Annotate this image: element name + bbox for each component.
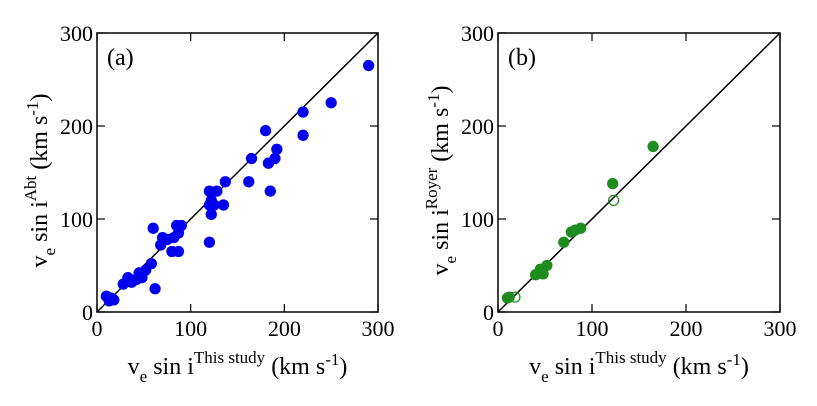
data-point <box>203 236 216 248</box>
data-point <box>205 208 217 221</box>
label-part: v <box>529 354 541 380</box>
data-point <box>607 178 619 190</box>
label-part: Abt <box>21 175 40 201</box>
label-part: This study <box>595 348 667 367</box>
y-tick-label: 100 <box>461 207 494 232</box>
data-point <box>325 97 337 109</box>
data-point <box>147 222 159 234</box>
data-point <box>145 257 157 270</box>
data-point <box>647 140 659 153</box>
data-point <box>243 176 255 188</box>
label-part: e <box>140 367 148 386</box>
x-tick-label: 0 <box>493 316 504 341</box>
y-tick-label: 100 <box>60 207 93 232</box>
x-axis-label: ve sin iThis study (km s-1) <box>128 348 348 386</box>
label-part: e <box>541 367 549 386</box>
data-point <box>149 283 161 295</box>
label-part: -1 <box>424 94 443 108</box>
y-axis-label: ve sin iAbt (km s-1) <box>21 94 59 268</box>
label-part: v <box>128 354 140 380</box>
data-point <box>575 222 587 234</box>
label-part: sin i <box>549 354 596 380</box>
label-part: v <box>27 255 53 267</box>
x-tick-label: 300 <box>764 316 797 341</box>
plot-frame <box>497 32 781 313</box>
data-point <box>108 294 120 306</box>
label-part: (km s <box>667 354 727 380</box>
label-part: -1 <box>727 350 741 369</box>
panel-label: (a) <box>107 45 134 71</box>
y-tick-label: 300 <box>60 21 93 46</box>
data-point <box>175 219 187 232</box>
data-point <box>297 129 309 141</box>
x-axis-label: ve sin iThis study (km s-1) <box>529 348 749 386</box>
panel-label: (b) <box>508 45 536 71</box>
data-point <box>264 185 276 197</box>
y-tick-label: 0 <box>82 300 93 325</box>
label-part: e <box>441 256 460 264</box>
y-tick-label: 0 <box>483 300 494 325</box>
x-tick-label: 0 <box>92 316 103 341</box>
x-tick-label: 200 <box>670 316 703 341</box>
label-part: sin i <box>428 209 454 256</box>
label-part: ) <box>741 354 749 380</box>
data-point <box>541 259 553 272</box>
x-tick-label: 100 <box>576 316 609 341</box>
y-tick-label: 200 <box>461 114 494 139</box>
y-axis-label: ve sin iRoyer (km s-1) <box>422 86 460 276</box>
x-tick-label: 300 <box>362 316 395 341</box>
y-tick-label: 300 <box>461 21 494 46</box>
data-point <box>269 152 281 165</box>
data-point <box>607 194 620 207</box>
plot-frame <box>96 32 379 313</box>
label-part: -1 <box>325 350 339 369</box>
label-part: ) <box>339 354 347 380</box>
data-point <box>259 124 272 137</box>
label-part: sin i <box>147 354 194 380</box>
label-part: ) <box>27 94 53 102</box>
label-part: (km s <box>428 108 454 168</box>
data-point <box>509 291 521 303</box>
data-point <box>245 152 258 165</box>
data-point <box>558 236 570 248</box>
label-part: ) <box>428 86 454 94</box>
label-part: sin i <box>27 201 53 248</box>
label-part: (km s <box>27 116 53 176</box>
label-part: This study <box>194 348 266 367</box>
data-point <box>297 106 309 118</box>
data-point <box>211 185 223 197</box>
label-part: e <box>40 248 59 256</box>
data-point <box>219 176 231 188</box>
label-part: (km s <box>265 354 325 380</box>
y-tick-label: 200 <box>60 114 93 139</box>
data-point <box>362 59 375 72</box>
data-point <box>271 143 283 155</box>
x-tick-label: 200 <box>268 316 301 341</box>
x-tick-label: 100 <box>174 316 207 341</box>
data-point <box>208 199 220 211</box>
label-part: -1 <box>23 102 42 116</box>
label-part: Royer <box>422 167 441 209</box>
data-point <box>217 199 230 211</box>
data-point <box>172 245 185 258</box>
label-part: v <box>428 263 454 275</box>
